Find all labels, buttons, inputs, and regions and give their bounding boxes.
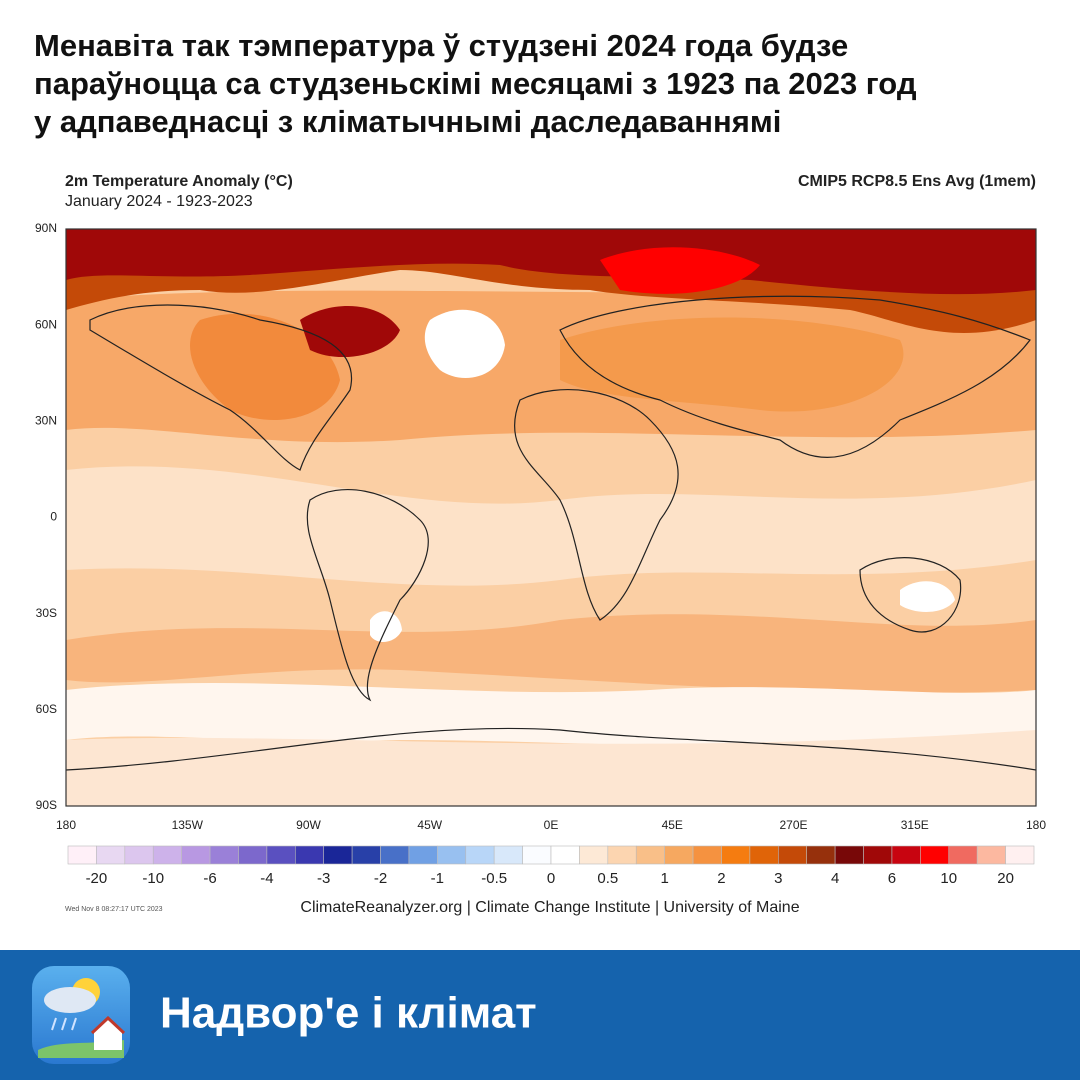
lat-label: 30N	[35, 414, 57, 428]
colorbar-swatch	[124, 845, 154, 865]
colorbar-label: -1	[431, 870, 444, 887]
colorbar-swatch	[465, 845, 495, 865]
lon-label: 45W	[417, 818, 442, 832]
timestamp: Wed Nov 8 08:27:17 UTC 2023	[65, 906, 163, 913]
colorbar-label: -10	[142, 870, 164, 887]
headline: Менавіта так тэмпература ў студзені 2024…	[34, 28, 848, 63]
credits: ClimateReanalyzer.org | Climate Change I…	[300, 899, 799, 916]
colorbar-swatch	[550, 845, 580, 865]
lon-label: 90W	[296, 818, 321, 832]
colorbar-swatch	[294, 845, 325, 865]
colorbar-swatch	[976, 845, 1006, 865]
colorbar-swatch	[67, 845, 97, 865]
colorbar-swatch	[635, 845, 665, 865]
headline: у адпаведнасці з кліматычнымі даследаван…	[34, 104, 781, 139]
colorbar-swatch	[380, 845, 410, 865]
colorbar-swatch	[238, 845, 268, 865]
map	[65, 228, 1037, 807]
colorbar-swatch	[209, 845, 239, 865]
colorbar-swatch	[777, 845, 808, 865]
colorbar-swatch	[437, 845, 467, 865]
lat-label: 90N	[35, 221, 57, 235]
colorbar-swatch	[493, 845, 523, 865]
lon-labels: 180 135W 90W 45W 0E 45E 270E 315E 180	[56, 818, 1046, 832]
lon-label: 180	[56, 818, 76, 832]
lat-label: 0	[50, 510, 57, 524]
colorbar-swatch	[863, 845, 893, 865]
colorbar-swatch	[152, 845, 182, 865]
lat-labels: 90N 60N 30N 0 30S 60S 90S	[35, 221, 57, 812]
brand-name: Надвор'е і клімат	[160, 989, 537, 1038]
colorbar-swatch	[891, 845, 921, 865]
colorbar-swatch	[579, 845, 609, 865]
colorbar-label: 20	[997, 870, 1014, 887]
colorbar-swatch	[522, 845, 552, 865]
lat-label: 90S	[36, 798, 57, 812]
colorbar-label: 2	[717, 870, 725, 887]
colorbar-swatch	[181, 845, 211, 865]
map-frame	[65, 228, 1037, 807]
colorbar-label: 10	[940, 870, 957, 887]
colorbar-swatch	[806, 845, 836, 865]
colorbar-label: 4	[831, 870, 839, 887]
lat-label: 60N	[35, 317, 57, 331]
colorbar-swatch	[834, 845, 864, 865]
colorbar-swatch	[266, 845, 296, 865]
colorbar-swatch	[948, 845, 978, 865]
colorbar-swatch	[1005, 845, 1035, 865]
model-label: CMIP5 RCP8.5 Ens Avg (1mem)	[798, 173, 1036, 190]
colorbar-label: -2	[374, 870, 387, 887]
header: Менавіта так тэмпература ў студзені 2024…	[34, 28, 917, 139]
colorbar: -20 -10 -6 -4 -3 -2 -1 -0.5 0 0.5 1 2 3 4 6 10 20	[67, 845, 1035, 887]
lon-label: 0E	[544, 818, 559, 832]
lon-label: 135W	[172, 818, 204, 832]
colorbar-label: 1	[660, 870, 668, 887]
colorbar-label: -3	[317, 870, 330, 887]
map-title: 2m Temperature Anomaly (°C)	[65, 173, 293, 190]
colorbar-label: -6	[203, 870, 216, 887]
colorbar-swatch	[664, 845, 694, 865]
colorbar-swatch	[351, 845, 381, 865]
colorbar-swatch	[692, 845, 722, 865]
lat-label: 30S	[36, 606, 57, 620]
lat-label: 60S	[36, 702, 57, 716]
colorbar-swatch	[749, 845, 779, 865]
headline: параўноцца са студзеньскімі месяцамі з 1…	[34, 66, 917, 101]
colorbar-label: 0.5	[597, 870, 618, 887]
colorbar-swatch	[920, 845, 950, 865]
lon-label: 45E	[662, 818, 683, 832]
colorbar-swatch	[408, 845, 438, 865]
colorbar-swatch	[607, 845, 637, 865]
colorbar-label: 3	[774, 870, 782, 887]
colorbar-swatch	[96, 845, 126, 865]
map-subtitle: January 2024 - 1923-2023	[65, 193, 253, 210]
colorbar-label: -4	[260, 870, 273, 887]
lon-label: 315E	[901, 818, 929, 832]
colorbar-label: 6	[888, 870, 896, 887]
colorbar-swatch	[323, 845, 353, 865]
colorbar-label: -20	[86, 870, 108, 887]
colorbar-label: -0.5	[481, 870, 507, 887]
brand-banner: Надвор'е і клімат	[0, 950, 1080, 1080]
lon-label: 270E	[779, 818, 807, 832]
lon-label: 180	[1026, 818, 1046, 832]
colorbar-swatch	[721, 845, 751, 865]
colorbar-label: 0	[547, 870, 555, 887]
